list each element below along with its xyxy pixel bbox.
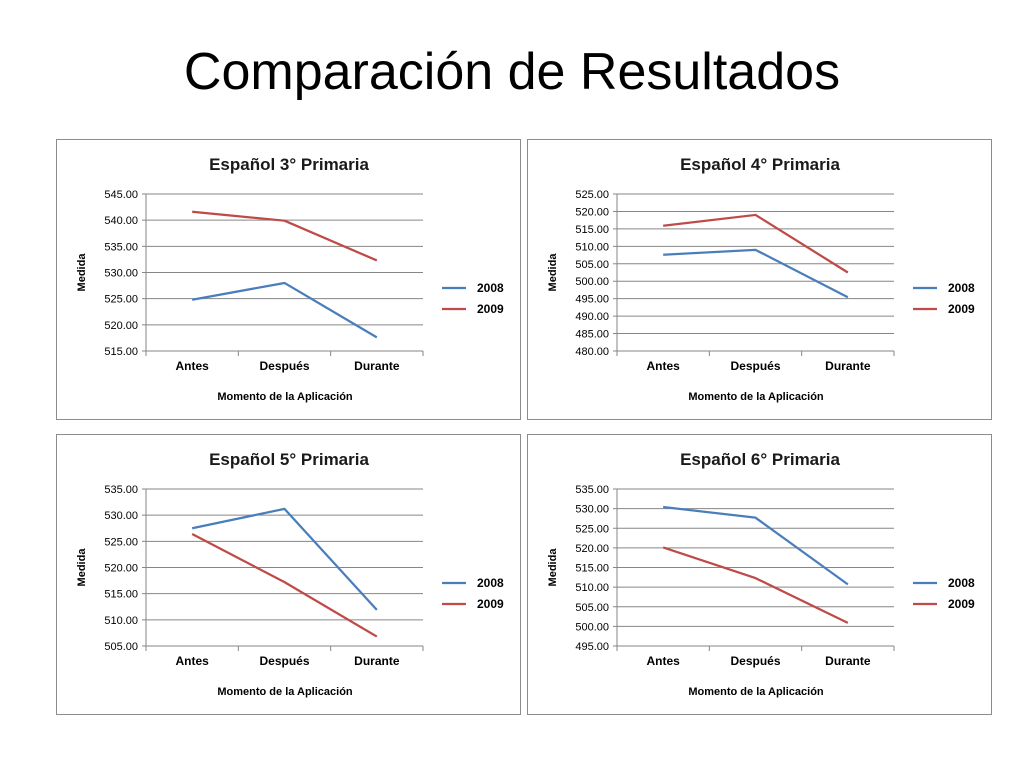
x-category-label: Antes [175,359,209,373]
x-category-label: Después [730,654,780,668]
line-chart-5-primaria: Español 5° Primaria 505.00 510.00 515.00 520… [76,450,504,698]
y-tick-label: 520.00 [575,543,609,555]
x-category-label: Durante [354,359,400,373]
y-tick-label: 485.00 [575,329,609,341]
y-tick-label: 505.00 [104,641,138,653]
series-line-2008 [191,507,378,611]
y-axis-title: Medida [76,253,88,292]
series-line-2009 [192,210,378,262]
x-category-label: Durante [354,654,400,668]
legend-label-2008: 2008 [477,281,504,295]
series-line-2008 [191,281,378,339]
y-tick-label: 505.00 [575,602,609,614]
line-chart-3-primaria: Español 3° Primaria 515.00 520.00 525.00 530… [76,155,504,403]
y-tick-label: 515.00 [104,589,138,601]
x-category-label: Antes [175,654,209,668]
x-category-label: Después [730,359,780,373]
y-tick-label: 525.00 [104,294,138,306]
legend-label-2008: 2008 [948,576,975,590]
chart-title: Español 5° Primaria [209,450,369,469]
series-line-2008 [663,505,849,586]
y-tick-label: 520.00 [104,563,138,575]
x-category-label: Durante [825,654,871,668]
x-axis-title: Momento de la Aplicación [688,686,824,698]
y-tick-label: 545.00 [104,189,138,201]
y-tick-label: 495.00 [575,294,609,306]
x-category-label: Antes [646,654,680,668]
y-tick-label: 515.00 [104,346,138,358]
chart-title: Español 4° Primaria [680,155,840,174]
legend-label-2008: 2008 [948,281,975,295]
y-tick-label: 500.00 [575,621,609,633]
y-tick-label: 535.00 [104,241,138,253]
legend-label-2009: 2009 [948,302,975,316]
chart-panel-5-primaria: Español 5° Primaria 505.00 510.00 515.00 520… [56,434,521,715]
y-tick-label: 500.00 [575,276,609,288]
y-axis-title: Medida [547,253,559,292]
series-line-2009 [191,533,378,638]
y-tick-label: 530.00 [104,268,138,280]
legend-label-2009: 2009 [948,597,975,611]
y-tick-label: 535.00 [575,484,609,496]
y-tick-label: 520.00 [575,206,609,218]
y-tick-label: 510.00 [104,615,138,627]
x-axis-title: Momento de la Aplicación [217,686,353,698]
line-chart-4-primaria: Español 4° Primaria 480.00 485.00 490.00 495… [547,155,975,403]
y-tick-label: 505.00 [575,259,609,271]
series-line-2009 [662,546,849,624]
y-tick-label: 540.00 [104,215,138,227]
chart-panel-3-primaria: Español 3° Primaria 515.00 520.00 525.00 530… [56,139,521,420]
line-chart-6-primaria: Español 6° Primaria 495.00 500.00 505.00 510… [547,450,975,698]
y-tick-label: 520.00 [104,320,138,332]
y-tick-label: 510.00 [575,582,609,594]
y-tick-label: 525.00 [575,189,609,201]
slide-title: Comparación de Resultados [183,43,841,101]
x-axis-title: Momento de la Aplicación [217,391,353,403]
series-line-2008 [663,248,849,299]
x-category-label: Antes [646,359,680,373]
chart-panel-6-primaria: Español 6° Primaria 495.00 500.00 505.00 510… [527,434,992,715]
y-tick-label: 525.00 [575,523,609,535]
x-category-label: Después [259,654,309,668]
x-axis-title: Momento de la Aplicación [688,391,824,403]
y-tick-label: 515.00 [575,224,609,236]
chart-title: Español 6° Primaria [680,450,840,469]
legend-label-2009: 2009 [477,597,504,611]
y-tick-label: 535.00 [104,484,138,496]
y-tick-label: 480.00 [575,346,609,358]
y-tick-label: 515.00 [575,563,609,575]
y-tick-label: 530.00 [104,510,138,522]
y-tick-label: 510.00 [575,241,609,253]
y-axis-title: Medida [76,548,88,587]
legend-label-2008: 2008 [477,576,504,590]
chart-panel-4-primaria: Español 4° Primaria 480.00 485.00 490.00 495… [527,139,992,420]
x-category-label: Durante [825,359,871,373]
y-tick-label: 495.00 [575,641,609,653]
y-tick-label: 525.00 [104,536,138,548]
legend-label-2009: 2009 [477,302,504,316]
x-category-label: Después [259,359,309,373]
y-tick-label: 530.00 [575,504,609,516]
y-axis-title: Medida [547,548,559,587]
chart-title: Español 3° Primaria [209,155,369,174]
y-tick-label: 490.00 [575,311,609,323]
